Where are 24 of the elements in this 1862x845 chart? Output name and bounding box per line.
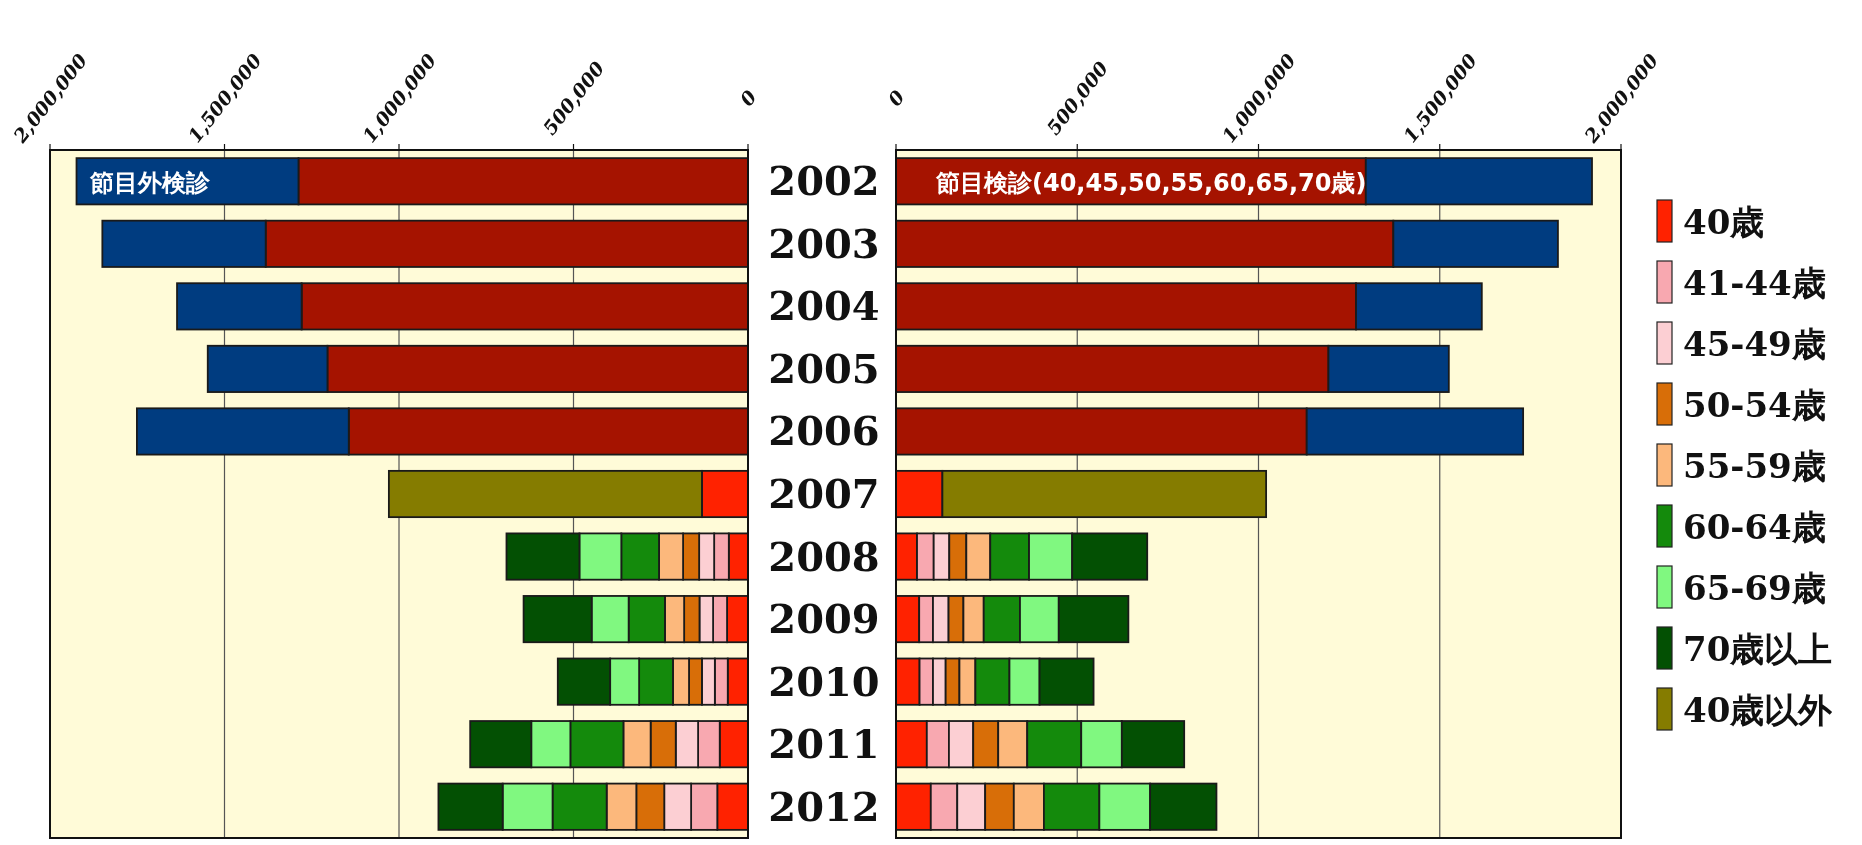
y-tick-label: 2012 [768,782,880,830]
y-tick-label: 2003 [768,219,880,267]
x-tick-label: 0 [735,86,761,110]
y-tick-label: 2009 [768,595,880,643]
legend-label: 40歳 [1683,202,1765,242]
x-tick-label: 0 [883,86,909,110]
y-tick-label: 2006 [768,407,880,455]
y-tick-label: 2002 [768,157,880,205]
legend-label: 50-54歳 [1683,385,1826,425]
y-tick-label: 2010 [768,657,880,705]
text: 節目検診(40,45,50,55,60,65,70歳) [935,169,1367,198]
text: 節目外検診 [89,169,211,198]
legend-label: 65-69歳 [1683,568,1826,608]
legend-label: 45-49歳 [1683,324,1826,364]
legend-label: 41-44歳 [1683,263,1826,303]
y-tick-label: 2007 [768,470,880,517]
legend-label: 70歳以上 [1683,629,1833,669]
y-tick-label: 2004 [768,282,880,330]
y-tick-label: 2011 [768,720,880,768]
y-tick-label: 2005 [768,344,880,392]
legend-label: 55-59歳 [1683,446,1826,486]
legend-label: 60-64歳 [1683,507,1826,547]
legend-label: 40歳以外 [1683,690,1834,730]
y-tick-label: 2008 [768,532,880,580]
